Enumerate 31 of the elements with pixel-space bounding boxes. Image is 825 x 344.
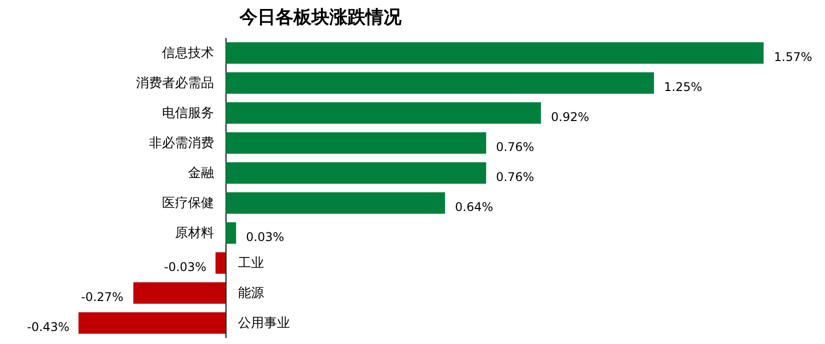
bar [226, 132, 486, 154]
y-tick-label: 电信服务 [162, 106, 214, 121]
data-label: 0.64% [455, 200, 494, 214]
bar [226, 222, 236, 244]
chart-title: 今日各板块涨跌情况 [238, 6, 402, 28]
bar [216, 252, 226, 274]
y-tick-label: 金融 [188, 166, 214, 181]
y-tick-label: 工业 [238, 256, 264, 271]
data-label: 1.57% [774, 50, 812, 64]
y-tick-label: 信息技术 [162, 46, 214, 61]
y-tick-label: 能源 [238, 286, 264, 301]
data-label: -0.03% [164, 260, 206, 274]
y-tick-label: 消费者必需品 [136, 76, 214, 91]
bar [226, 192, 446, 214]
bar [226, 162, 486, 184]
data-label: 0.76% [496, 140, 534, 154]
bar [226, 42, 764, 64]
y-tick-label: 原材料 [175, 226, 214, 241]
data-label: -0.27% [81, 290, 124, 304]
data-label: 0.03% [246, 230, 284, 244]
data-label: -0.43% [27, 320, 70, 334]
bar [226, 72, 654, 94]
bar [226, 102, 541, 124]
y-tick-label: 公用事业 [238, 316, 290, 331]
data-label: 1.25% [664, 80, 702, 94]
bar [133, 282, 226, 304]
data-label: 0.92% [551, 110, 590, 124]
data-label: 0.76% [496, 170, 534, 184]
bar [78, 312, 226, 334]
y-tick-label: 医疗保健 [162, 196, 214, 211]
y-tick-label: 非必需消费 [149, 136, 214, 151]
